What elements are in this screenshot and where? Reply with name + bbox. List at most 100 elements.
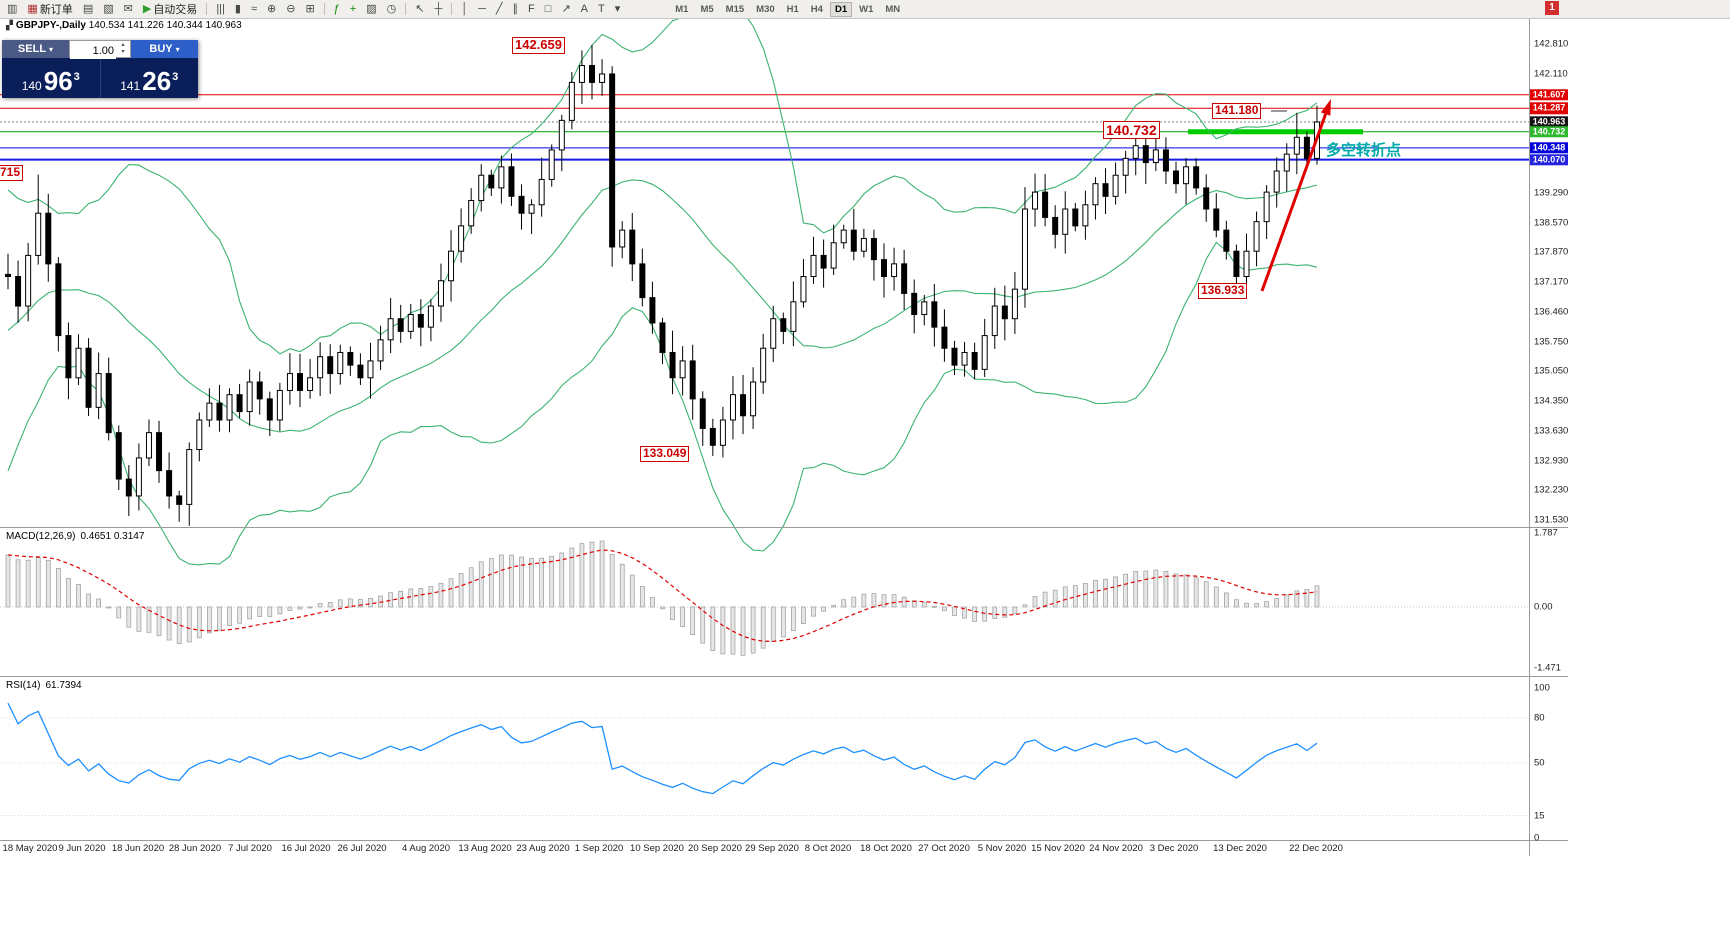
text-label-icon[interactable]: T xyxy=(598,3,605,15)
candle-body xyxy=(407,313,414,332)
line-chart-icon[interactable]: ≈ xyxy=(250,3,257,15)
timeframe-mn[interactable]: MN xyxy=(885,3,901,15)
timeframe-h4[interactable]: H4 xyxy=(810,3,823,15)
candle-body xyxy=(317,356,324,379)
macd-histogram-bar xyxy=(1062,586,1068,608)
price-annotation[interactable]: 136.933 xyxy=(1198,283,1248,299)
macd-histogram-bar xyxy=(1173,573,1179,608)
volume-spinner[interactable]: ▴ ▾ xyxy=(121,42,125,55)
macd-histogram-bar xyxy=(1294,590,1300,608)
candle-body xyxy=(25,254,32,307)
zoom-out-icon[interactable]: ⊖ xyxy=(286,3,296,15)
candle-body xyxy=(508,166,515,197)
candle-body xyxy=(770,318,777,349)
candle-body xyxy=(750,381,757,417)
timeframe-h1[interactable]: H1 xyxy=(786,3,799,15)
candle-body xyxy=(1062,208,1069,235)
add-indicator-icon[interactable]: + xyxy=(349,3,357,15)
macd-histogram-bar xyxy=(871,593,877,608)
macd-histogram-bar xyxy=(901,596,907,608)
candle-body xyxy=(921,301,928,315)
cursor-icon[interactable]: ↖ xyxy=(415,3,425,15)
macd-histogram-bar xyxy=(831,604,837,608)
indicators-icon[interactable]: ƒ xyxy=(333,3,340,15)
price-annotation[interactable]: 142.659 xyxy=(512,37,565,54)
trendline-icon[interactable]: ╱ xyxy=(495,3,503,15)
candle-body xyxy=(156,432,163,472)
tile-windows-icon[interactable]: ⊞ xyxy=(305,3,315,15)
candle-body xyxy=(478,174,485,202)
macd-histogram-bar xyxy=(237,606,242,624)
timeframe-w1[interactable]: W1 xyxy=(859,3,874,15)
timeframe-m1[interactable]: M1 xyxy=(675,3,689,15)
candle-body xyxy=(15,276,22,307)
alerts-icon[interactable]: ✉ xyxy=(123,3,133,15)
macd-signal-line xyxy=(7,549,1318,642)
macd-histogram-bar xyxy=(549,555,555,608)
chart-window-icon[interactable]: ▤ xyxy=(82,3,94,15)
templates-icon[interactable]: ▨ xyxy=(366,3,377,15)
fibonacci-icon[interactable]: F xyxy=(528,3,535,15)
volume-input[interactable] xyxy=(70,43,116,59)
macd-histogram-bar xyxy=(1022,604,1028,608)
candle-body xyxy=(719,419,726,446)
candlestick-chart-icon[interactable]: ▮ xyxy=(234,3,241,15)
vertical-line-icon[interactable]: │ xyxy=(461,3,469,15)
macd-histogram-bar xyxy=(15,559,21,608)
shapes-icon[interactable]: □ xyxy=(544,3,552,15)
macd-histogram-bar xyxy=(297,606,303,610)
price-annotation[interactable]: 715 xyxy=(0,165,24,181)
candle-body xyxy=(1021,208,1028,290)
price-annotation[interactable]: 140.732 xyxy=(1103,121,1160,140)
macd-histogram-bar xyxy=(368,597,373,608)
macd-histogram-bar xyxy=(811,606,816,617)
timeframe-m15[interactable]: M15 xyxy=(725,3,745,15)
macd-histogram-bar xyxy=(327,602,333,608)
macd-histogram-bar xyxy=(1012,606,1018,615)
period-icon[interactable]: ◷ xyxy=(386,3,397,15)
macd-histogram-bar xyxy=(801,606,806,624)
candle-body xyxy=(1223,229,1230,252)
buy-button[interactable]: BUY ▾ xyxy=(131,40,198,58)
sell-button[interactable]: SELL ▾ xyxy=(2,40,69,58)
price-annotation[interactable]: 133.049 xyxy=(640,446,690,462)
crosshair-icon[interactable]: ┼ xyxy=(434,3,443,15)
candle-body xyxy=(1052,216,1059,235)
turning-point-note[interactable]: 多空转折点 xyxy=(1326,142,1402,159)
candle-body xyxy=(800,276,807,303)
new-chart-icon[interactable]: ▥ xyxy=(7,3,18,15)
macd-histogram-bar xyxy=(1133,571,1139,608)
macd-histogram-bar xyxy=(267,606,273,617)
macd-histogram-bar xyxy=(730,606,736,655)
candle-body xyxy=(820,254,827,269)
bar-chart-icon[interactable]: ||| xyxy=(216,3,225,15)
timeframe-m5[interactable]: M5 xyxy=(700,3,714,15)
candle-body xyxy=(367,360,374,379)
macd-histogram-bar xyxy=(499,554,504,608)
autotrading-button[interactable]: ▶ 自动交易 xyxy=(142,3,198,16)
zoom-in-icon[interactable]: ⊕ xyxy=(267,3,277,15)
candle-body xyxy=(458,225,465,252)
candle-body xyxy=(186,449,193,505)
horizontal-line-icon[interactable]: ─ xyxy=(478,3,486,15)
channel-icon[interactable]: ∥ xyxy=(512,3,519,15)
candle-body xyxy=(327,356,334,375)
more-objects-icon[interactable]: ▾ xyxy=(614,3,621,15)
notification-badge[interactable]: 1 xyxy=(1545,1,1559,15)
arrow-object-icon[interactable]: ↗ xyxy=(561,3,571,15)
macd-histogram-bar xyxy=(1213,586,1219,608)
new-order-button[interactable]: ▦ 新订单 xyxy=(27,3,73,16)
timeframe-m30[interactable]: M30 xyxy=(756,3,775,15)
buy-price[interactable]: 141 26 3 xyxy=(120,66,179,96)
macd-histogram-bar xyxy=(992,606,998,619)
sell-price[interactable]: 140 96 3 xyxy=(21,66,80,96)
macd-histogram-bar xyxy=(589,541,595,608)
timeframe-d1[interactable]: D1 xyxy=(829,1,853,17)
text-icon[interactable]: A xyxy=(580,3,588,15)
symbol-ohlc: 140.534 141.226 140.344 140.963 xyxy=(88,20,242,31)
price-annotation[interactable]: 141.180 xyxy=(1212,103,1262,119)
candle-body xyxy=(1162,149,1169,172)
profiles-icon[interactable]: ▧ xyxy=(103,3,114,15)
